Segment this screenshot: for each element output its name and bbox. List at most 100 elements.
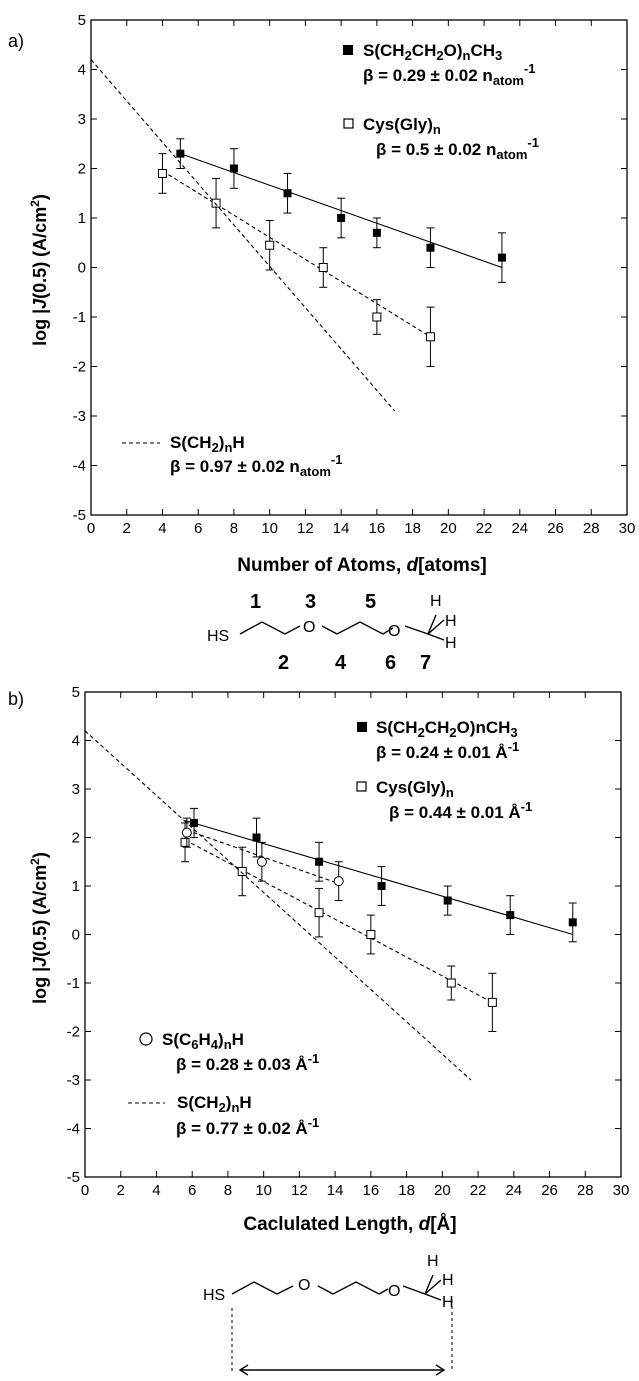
legend-b-phenyl-label: S(C6H4)nH <box>162 1030 244 1052</box>
x-tick-label: 30 <box>613 1182 630 1199</box>
x-axis-label-b: Caclulated Length, d[Å] <box>243 1214 456 1235</box>
data-point-s-ch2ch2o-nch3 <box>189 818 198 827</box>
structure-a-bond-h2 <box>427 633 445 641</box>
x-tick-label: 4 <box>158 520 166 537</box>
legend-b-cys-beta: β = 0.44 ± 0.01 Å-1 <box>389 799 532 822</box>
data-point-cys-gly-n <box>318 263 328 272</box>
x-tick-label: 10 <box>255 1182 272 1199</box>
y-tick-label: -5 <box>73 507 86 524</box>
x-tick-label: 2 <box>117 1182 125 1199</box>
atom-number-7: 7 <box>420 652 431 674</box>
length-arrow-head-left <box>238 1364 249 1376</box>
panel-label-a: a) <box>8 31 24 51</box>
legend-b-peg-beta: β = 0.24 ± 0.01 Å-1 <box>376 739 519 762</box>
atom-number-2: 2 <box>278 652 289 674</box>
x-tick-label: 18 <box>398 1182 415 1199</box>
data-point-s-c6h4-nh <box>256 856 267 867</box>
y-tick-label: 0 <box>72 927 80 944</box>
structure-b-bond-h2 <box>424 1293 442 1301</box>
structure-a-labels: HS O O H H H 1 3 5 2 4 6 7 <box>207 591 457 674</box>
structure-b <box>231 1274 453 1376</box>
structure-a-o1: O <box>303 619 315 636</box>
x-tick-label: 12 <box>297 520 314 537</box>
structure-b-bond-h1 <box>424 1279 442 1295</box>
x-tick-label: 6 <box>188 1182 196 1199</box>
legend-b: S(CH2CH2O)nCH3 β = 0.24 ± 0.01 Å-1 Cys(G… <box>128 718 532 1138</box>
legend-a-cys-beta: β = 0.5 ± 0.02 natom-1 <box>376 135 539 162</box>
structure-a-o2: O <box>388 623 400 640</box>
x-tick-label: 14 <box>333 520 350 537</box>
x-tick-label: 16 <box>363 1182 380 1199</box>
atom-number-6: 6 <box>385 652 396 674</box>
y-tick-label: -2 <box>67 1024 80 1041</box>
y-tick-label: 5 <box>78 12 86 29</box>
structure-a-h-top: H <box>430 593 442 610</box>
legend-marker-open-circle <box>139 1032 153 1046</box>
structure-b-chain-1 <box>231 1281 294 1295</box>
x-tick-label: 0 <box>87 520 95 537</box>
data-point-s-ch2ch2o-nch3 <box>497 253 506 262</box>
legend-a-peg-label: S(CH2CH2O)nCH3 <box>363 41 502 63</box>
x-tick-label: 8 <box>224 1182 232 1199</box>
structure-b-o2: O <box>388 1283 400 1300</box>
legend-marker-filled-square <box>357 722 367 732</box>
x-tick-label: 12 <box>291 1182 308 1199</box>
legend-b-cys-label: Cys(Gly)n <box>376 778 454 800</box>
chart-b: 0 2 4 6 8 10 12 14 16 18 20 22 24 26 28 30-5-4-3-2-1012… <box>67 684 630 1199</box>
data-point-s-ch2ch2o-nch3 <box>568 918 577 927</box>
data-point-s-ch2ch2o-nch3 <box>176 149 185 158</box>
plot-frame-b <box>84 691 622 1178</box>
y-tick-label: -4 <box>73 458 86 475</box>
y-tick-label: -1 <box>73 309 86 326</box>
data-point-s-c6h4-nh <box>333 876 344 887</box>
data-point-s-ch2ch2o-nch3 <box>377 882 386 890</box>
data-point-cys-gly-n <box>487 997 497 1007</box>
length-arrow-head-right <box>435 1364 446 1376</box>
atom-number-4: 4 <box>335 652 347 674</box>
x-axis-label-a: Number of Atoms, d[atoms] <box>237 555 486 576</box>
structure-a-bond-h1 <box>427 619 445 635</box>
fit-line-s-ch2-nh <box>90 59 396 412</box>
fit-line-s-ch2ch2o-nch3 <box>184 819 573 936</box>
y-axis-label-b: log |J(0.5) (A/cm2) <box>28 852 50 1004</box>
x-tick-label: 26 <box>547 520 564 537</box>
chart-a: 0 2 4 6 8 10 12 14 16 18 20 22 24 26 28 30-5-4-3-2-1012… <box>73 12 636 537</box>
fit-line-cys-gly-n <box>162 170 431 338</box>
structure-a-chain-1 <box>239 621 301 635</box>
y-tick-label: 0 <box>78 260 86 277</box>
x-tick-label: 16 <box>369 520 386 537</box>
x-tick-label: 6 <box>194 520 202 537</box>
data-point-s-c6h4-nh <box>181 827 192 838</box>
structure-b-labels: HS O O H H H <box>203 1253 454 1311</box>
data-point-cys-gly-n <box>372 312 382 322</box>
atom-number-3: 3 <box>305 591 316 613</box>
data-point-s-ch2ch2o-nch3 <box>283 189 292 198</box>
structure-b-h-right-1: H <box>442 1272 454 1289</box>
data-point-s-ch2ch2o-nch3 <box>506 911 515 920</box>
y-tick-label: -3 <box>67 1072 80 1089</box>
x-tick-label: 0 <box>81 1182 89 1199</box>
y-tick-label: 5 <box>72 684 80 701</box>
y-tick-label: 4 <box>78 62 86 79</box>
y-tick-label: -5 <box>67 1169 80 1186</box>
structure-a-hs: HS <box>207 628 229 645</box>
data-point-s-ch2ch2o-nch3 <box>229 164 238 173</box>
x-tick-label: 24 <box>505 1182 522 1199</box>
structure-b-h-right-2: H <box>442 1294 454 1311</box>
y-tick-label: 2 <box>72 830 80 847</box>
x-tick-label: 8 <box>230 520 238 537</box>
structure-a-chain-2 <box>321 621 394 635</box>
legend-b-alkane-beta: β = 0.77 ± 0.02 Å-1 <box>176 1115 319 1138</box>
legend-a: S(CH2CH2O)nCH3 β = 0.29 ± 0.02 natom-1 C… <box>122 41 539 479</box>
y-tick-label: -1 <box>67 975 80 992</box>
x-tick-label: 2 <box>123 520 131 537</box>
data-point-cys-gly-n <box>265 240 275 250</box>
data-point-cys-gly-n <box>180 837 190 847</box>
atom-number-1: 1 <box>250 591 261 613</box>
structure-a-h-right-1: H <box>445 613 457 630</box>
y-axis-label-a: log |J(0.5) (A/cm2) <box>28 194 50 346</box>
legend-a-alkane-beta: β = 0.97 ± 0.02 natom-1 <box>170 452 342 479</box>
structure-b-h-top: H <box>427 1253 439 1270</box>
y-tick-label: 3 <box>78 111 86 128</box>
data-point-cys-gly-n <box>366 930 376 939</box>
